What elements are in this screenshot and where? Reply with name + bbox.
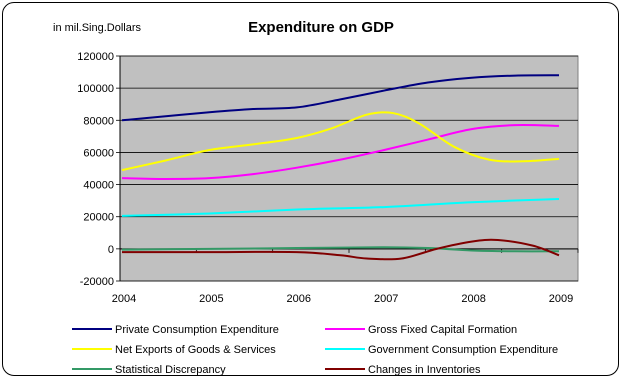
y-tick-label: 80000 <box>83 115 114 127</box>
legend-label: Government Consumption Expenditure <box>368 344 558 356</box>
x-tick-label: 2005 <box>199 293 223 305</box>
series-lines <box>121 74 560 261</box>
y-axis-ticks: -20000 0 20000 40000 60000 80000 100000 120000 <box>77 51 120 288</box>
legend-label: Gross Fixed Capital Formation <box>368 324 517 336</box>
series-line <box>121 246 560 253</box>
legend-label: Statistical Discrepancy <box>115 364 226 376</box>
legend-label: Private Consumption Expenditure <box>115 324 279 336</box>
x-tick-label: 2009 <box>549 293 573 305</box>
x-tick-label: 2004 <box>112 293 136 305</box>
series-line <box>121 74 560 122</box>
y-tick-label: 0 <box>108 244 114 256</box>
y-tick-label: -20000 <box>80 276 114 288</box>
y-tick-label: 100000 <box>77 83 114 95</box>
x-tick-label: 2007 <box>374 293 398 305</box>
y-tick-label: 40000 <box>83 180 114 192</box>
plot-area <box>119 55 579 282</box>
y-tick-label: 60000 <box>83 147 114 159</box>
series-line <box>121 238 560 261</box>
x-axis-ticks: 2004 2005 2006 2007 2008 2009 <box>112 248 579 305</box>
y-tick-label: 120000 <box>77 51 114 63</box>
chart-title: Expenditure on GDP <box>248 19 394 36</box>
y-tick-label: 20000 <box>83 212 114 224</box>
legend-label: Changes in Inventories <box>368 364 481 376</box>
legend: Private Consumption Expenditure Gross Fix… <box>72 324 558 376</box>
series-line <box>121 198 560 217</box>
series-line <box>121 123 560 180</box>
x-tick-label: 2008 <box>461 293 485 305</box>
unit-label: in mil.Sing.Dollars <box>53 22 142 34</box>
series-line <box>121 111 560 172</box>
legend-label: Net Exports of Goods & Services <box>115 344 276 356</box>
x-tick-label: 2006 <box>287 293 311 305</box>
